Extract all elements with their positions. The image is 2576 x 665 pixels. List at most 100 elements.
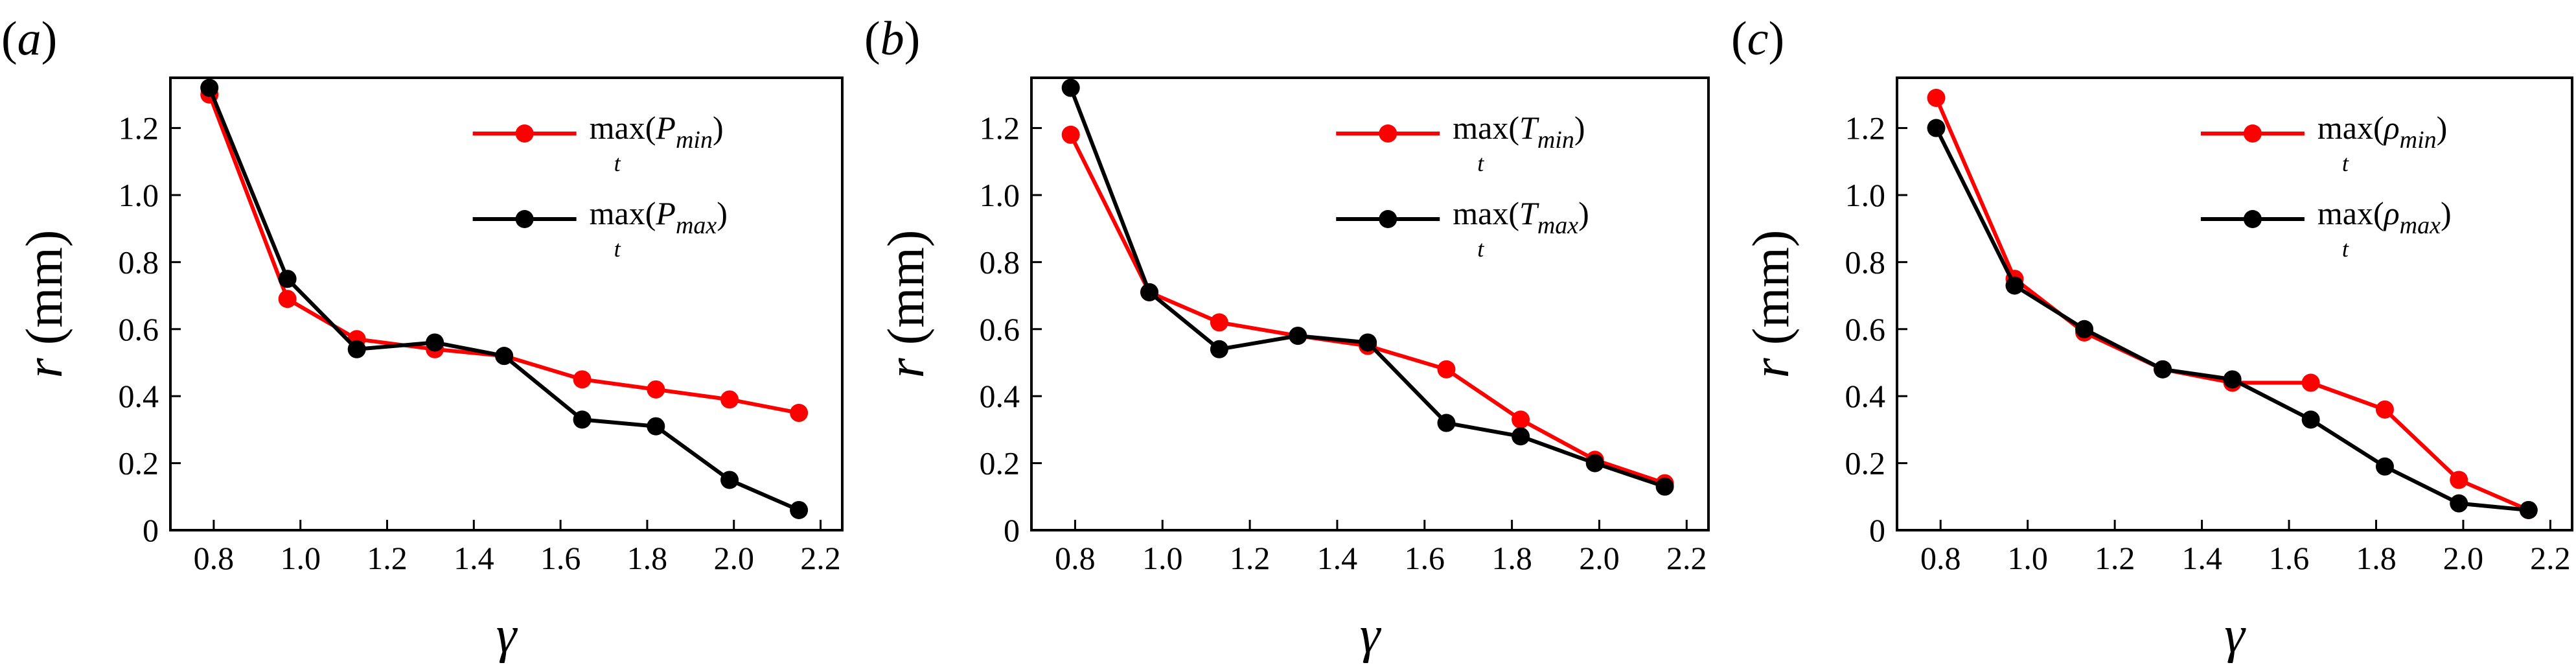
panel-c-legend-max-label: max(ρmax) [2317,195,2452,239]
panel-c: 0.8 1.0 1.2 1.4 1.6 1.8 2.0 2.2 0 0.2 0.4 0.6 0.8 1.0… [1731,12,2573,664]
panel-a-series-min-point [573,370,592,389]
panel-c-y-tick-label: 0.6 [1845,311,1886,347]
panel-c-panel-label: (c) [1731,12,1784,65]
panel-b-panel-label: (b) [864,12,920,65]
panel-a-y-axis-label: r (mm) [16,230,73,379]
panel-b-y-tick-label: 1.0 [980,177,1020,213]
panel-b-x-axis-label: γ [1360,607,1382,664]
panel-a-y-tick-label: 1.0 [119,177,159,213]
panel-b-legend-max-label: max(Tmax) [1453,195,1589,239]
panel-b-x-tick-label: 1.4 [1317,540,1358,576]
panel-c-legend-max-swatch-marker [2243,210,2262,228]
panel-a-series-max-point [790,500,809,519]
panel-b-x-tick-label: 2.0 [1579,540,1620,576]
panel-c-y-tick-label: 0.4 [1845,378,1886,414]
panel-a-legend-max-swatch-marker [515,210,534,228]
panel-a-x-tick-label: 2.0 [713,540,754,576]
panel-a-x-tick-label: 0.8 [194,540,235,576]
panel-b-series-max-point [1585,454,1604,472]
panel-b-legend-max-swatch-marker [1379,210,1397,228]
panel-a-series-min-point [720,390,739,409]
panel-a-panel-label: (a) [1,12,57,65]
panel-b-y-tick-label: 0 [1004,512,1020,548]
panel-a-y-tick-label: 0.6 [119,311,159,347]
panel-b-series-max-point [1140,283,1159,301]
panel-b-legend-max-subscript: t [1477,236,1484,262]
panel-c-series-max-point [2005,276,2024,295]
panel-c-x-tick-label: 1.0 [2007,540,2048,576]
panel-a-series-min-point [790,404,809,423]
panel-c-x-tick-label: 2.0 [2443,540,2484,576]
panel-a-x-axis-label: γ [496,607,518,664]
panel-c-y-tick-label: 1.2 [1845,110,1886,146]
panel-a-y-tick-label: 0.4 [119,378,159,414]
panel-b-series-max-point [1210,340,1228,358]
panel-b-y-tick-label: 0.4 [980,378,1020,414]
panel-b-series-max-line [1068,87,1666,489]
panel-b-x-tick-label: 1.0 [1142,540,1183,576]
panel-c-y-tick-label: 0.8 [1845,244,1886,280]
panel-b-y-tick-label: 1.2 [980,110,1020,146]
panel-b-series-min-line [1068,134,1666,485]
panel-b-y-axis-label: r (mm) [878,230,935,379]
panel-c-x-tick-label: 2.2 [2530,540,2571,576]
panel-a-series-max-point [495,347,514,366]
panel-a-plot-frame [169,76,844,531]
panel-c-series-min-point [2375,400,2394,419]
panel-a-series-max-point [647,417,665,436]
panel-b-series-max-point [1437,414,1456,432]
panel-c-series-max-point [2223,370,2242,389]
panel-c-plot-frame [1896,76,2573,531]
panel-b-legend-min-swatch-marker [1379,124,1397,143]
panel-c-x-axis-label: γ [2224,607,2246,664]
panel-c-series-min-line [1934,97,2529,512]
panel-a-series-max-point [426,333,444,352]
panel-a-y-tick-label: 0.8 [119,244,159,280]
panel-a-y-tick-label: 1.2 [119,110,159,146]
panel-b-y-tick-label: 0.8 [980,244,1020,280]
panel-a-y-tick-label: 0.2 [119,445,159,482]
panel-b-x-tick-label: 1.2 [1230,540,1271,576]
panel-b-legend-min-subscript: t [1477,150,1484,176]
panel-a-series-max-point [200,78,219,97]
panel-b-series-max-point [1061,78,1080,97]
panel-b-y-tick-label: 0.6 [980,311,1020,347]
panel-a-series-max-point [720,471,739,489]
panel-c-series-max-line [1934,127,2529,512]
panel-c-series-max-point [2154,360,2172,379]
panel-a-legend-min-label: max(Pmin) [590,110,724,154]
panel-b-series-max-point [1359,333,1377,352]
panel-b-x-tick-label: 0.8 [1055,540,1096,576]
panel-a-x-tick-label: 1.4 [454,540,494,576]
panel-a-x-tick-label: 2.2 [800,540,841,576]
panel-a-legend-max-subscript: t [614,236,621,262]
panel-c-series-max-point [1927,119,1946,137]
panel-a-legend-min-subscript: t [614,150,621,176]
panel-a-legend-min-swatch-marker [515,124,534,143]
panel-c-legend-max-subscript: t [2342,236,2349,262]
panel-b-series-min-point [1210,313,1228,332]
panel-a-y-tick-label: 0 [143,512,159,548]
panel-b-x-tick-label: 1.8 [1491,540,1532,576]
panel-a-legend-max-label: max(Pmax) [590,195,728,239]
panel-c-series-min-point [1927,89,1946,108]
panel-b-y-tick-label: 0.2 [980,445,1020,482]
panel-a-series-max-point [573,410,592,429]
panel-c-legend-min-subscript: t [2342,150,2349,176]
panel-b-series-max-point [1289,327,1307,345]
panel-c-series-max-point [2375,457,2394,476]
panel-b-series-max-point [1655,477,1674,496]
panel-c-x-tick-label: 1.4 [2181,540,2222,576]
panel-a-x-tick-label: 1.6 [540,540,581,576]
panel-b: 0.8 1.0 1.2 1.4 1.6 1.8 2.0 2.2 0 0.2 0.4 0.6 0.8 1.0… [864,12,1710,664]
panel-c-series-min-point [2301,373,2320,392]
panel-c-legend-min-swatch-marker [2243,124,2262,143]
panel-a-series-min-point [278,290,297,309]
panel-b-x-tick-label: 1.6 [1405,540,1445,576]
panel-c-y-tick-label: 0 [1869,512,1885,548]
panel-a: 0.8 1.0 1.2 1.4 1.6 1.8 2.0 2.2 0 0.2 0.4 0.6 0.8 1.0… [1,12,844,664]
panel-c-series-max-point [2450,494,2468,513]
panel-c-x-tick-label: 0.8 [1920,540,1961,576]
panel-a-x-tick-label: 1.0 [280,540,321,576]
